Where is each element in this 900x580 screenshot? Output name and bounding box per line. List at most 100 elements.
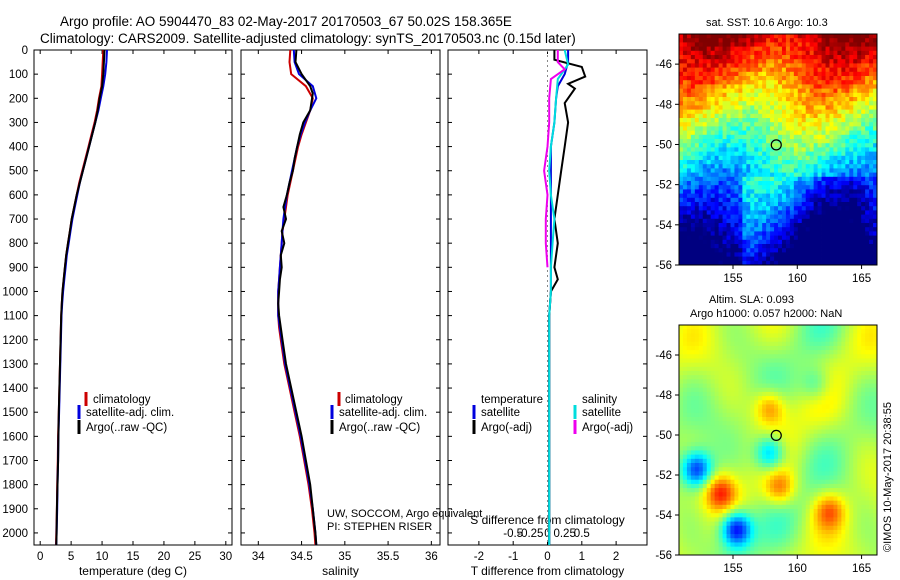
sst_map-cell bbox=[853, 113, 858, 119]
sla_map-cell bbox=[718, 437, 723, 443]
sla_map-cell bbox=[726, 488, 731, 493]
sst_map-cell bbox=[869, 101, 874, 106]
sst_map-cell bbox=[781, 46, 787, 52]
sst_map-cell bbox=[813, 130, 818, 136]
sst_map-cell bbox=[865, 176, 870, 182]
sst_map-cell bbox=[845, 34, 850, 39]
sla_map-cell bbox=[778, 483, 783, 489]
sla_map-cell bbox=[714, 333, 719, 338]
sst_map-cell bbox=[853, 197, 858, 203]
sla_map-cell bbox=[845, 408, 850, 414]
sst_map-cell bbox=[770, 244, 775, 249]
sla_map-cell bbox=[869, 341, 874, 347]
sst_map-cell bbox=[679, 176, 684, 182]
sla_map-cell bbox=[829, 345, 834, 351]
sst_map-cell bbox=[853, 235, 858, 241]
sst_map-cell bbox=[789, 50, 795, 56]
sla_map-cell bbox=[738, 341, 743, 347]
sla_map-cell bbox=[837, 425, 842, 430]
sst_map-cell bbox=[861, 210, 866, 215]
sst_map-cell bbox=[873, 38, 878, 43]
sla_map-cell bbox=[694, 488, 700, 493]
sst_map-cell bbox=[817, 176, 822, 182]
sst_map-cell bbox=[718, 168, 723, 173]
sla_map-cell bbox=[746, 408, 751, 414]
sst_map-cell bbox=[706, 38, 712, 43]
sst_map-cell bbox=[817, 126, 822, 131]
sst_map-cell bbox=[750, 193, 755, 199]
sla_map-cell bbox=[718, 446, 723, 451]
sla_map-cell bbox=[813, 341, 818, 347]
sla_map-cell bbox=[690, 450, 696, 456]
sla_map-cell bbox=[793, 366, 799, 372]
sst_map-cell bbox=[849, 92, 854, 98]
sst_map-cell bbox=[841, 168, 846, 173]
sst_map-cell bbox=[781, 256, 787, 262]
sst_map-cell bbox=[714, 168, 719, 173]
sla_map-cell bbox=[785, 450, 791, 456]
sla_map-cell bbox=[781, 391, 787, 397]
sst_map-cell bbox=[690, 105, 696, 110]
sla_map-cell bbox=[873, 362, 878, 368]
sst_map-cell bbox=[750, 214, 755, 220]
sst_map-cell bbox=[702, 160, 708, 165]
sst_map-cell bbox=[762, 147, 767, 152]
sst_map-cell bbox=[869, 139, 874, 144]
sst_map-cell bbox=[770, 151, 775, 157]
sla_map-cell bbox=[813, 483, 818, 489]
sst_map-cell bbox=[833, 118, 838, 123]
sst_map-cell bbox=[797, 84, 803, 89]
sla_map-cell bbox=[750, 463, 755, 468]
sla_map-cell bbox=[861, 454, 866, 460]
sla_map-cell bbox=[849, 400, 854, 405]
sst_map-cell bbox=[821, 151, 826, 157]
sst_map-cell bbox=[833, 176, 838, 182]
sla_map-cell bbox=[781, 362, 787, 368]
sst_map-cell bbox=[797, 155, 803, 161]
sla_map-cell bbox=[738, 337, 743, 343]
sst_map-cell bbox=[857, 55, 862, 60]
sla_map-cell bbox=[690, 391, 696, 397]
sla_map-cell bbox=[793, 433, 799, 439]
sst_map-cell bbox=[805, 42, 811, 47]
sst_map-cell bbox=[682, 101, 688, 106]
sst_map-cell bbox=[821, 256, 826, 262]
sla_map-cell bbox=[873, 429, 878, 435]
sla_map-cell bbox=[873, 417, 878, 422]
sst_map-cell bbox=[833, 134, 838, 140]
sla_map-cell bbox=[714, 471, 719, 476]
sst_map-cell bbox=[746, 218, 751, 224]
sla_map-cell bbox=[754, 421, 759, 426]
sla_map-cell bbox=[845, 458, 850, 464]
sla_map-cell bbox=[853, 483, 858, 489]
sst_map-cell bbox=[754, 206, 759, 211]
sst_map-cell bbox=[861, 147, 866, 152]
sla_map-cell bbox=[746, 467, 751, 472]
sst_map-cell bbox=[873, 193, 878, 199]
sst_map-cell bbox=[817, 34, 822, 39]
sla_map-cell bbox=[869, 483, 874, 489]
sst_map-cell bbox=[690, 197, 696, 203]
sst_map-cell bbox=[793, 80, 799, 85]
sst_map-cell bbox=[702, 231, 708, 236]
sla_map-cell bbox=[679, 425, 684, 430]
sst_map-cell bbox=[865, 155, 870, 161]
sst_map-cell bbox=[682, 88, 688, 94]
sst_map-cell bbox=[857, 42, 862, 47]
sst_map-cell bbox=[841, 256, 846, 262]
sla_map-cell bbox=[833, 412, 838, 418]
sla_map-cell bbox=[793, 442, 799, 447]
sla_map-cell bbox=[785, 408, 791, 414]
sla_map-cell bbox=[801, 379, 807, 384]
sla_map-cell bbox=[698, 383, 704, 389]
sla_map-cell bbox=[742, 475, 747, 481]
sst_map-cell bbox=[758, 101, 763, 106]
sla_map-cell bbox=[714, 358, 719, 364]
sst_map-cell bbox=[679, 80, 684, 85]
sla_map-cell bbox=[801, 433, 807, 439]
sst_map-cell bbox=[762, 181, 767, 186]
sla_map-cell bbox=[746, 450, 751, 456]
sst_map-cell bbox=[778, 185, 783, 190]
sst_map-cell bbox=[778, 176, 783, 182]
sst_map-cell bbox=[754, 38, 759, 43]
